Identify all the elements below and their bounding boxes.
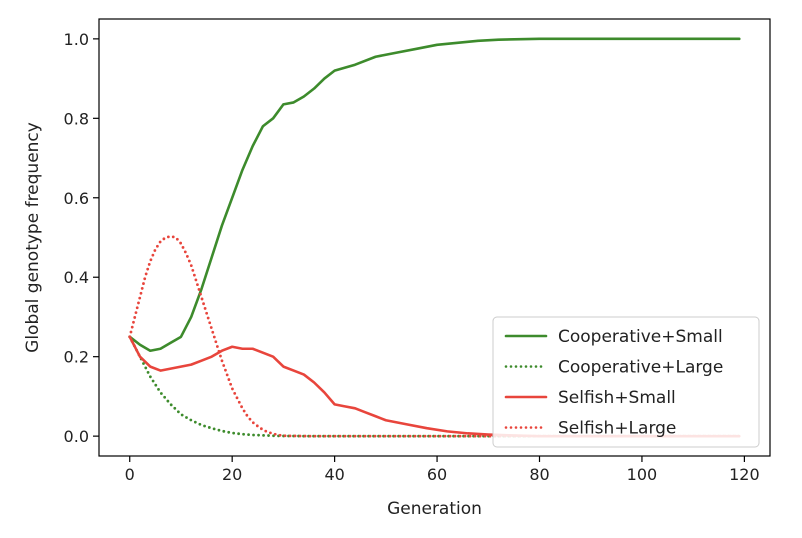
legend[interactable]: Cooperative+Small Cooperative+Large Selfis… — [492, 316, 760, 448]
x-tick-label-2: 40 — [324, 465, 344, 484]
y-tick-label-5: 1.0 — [64, 30, 89, 49]
series-line-0 — [128, 37, 741, 353]
x-tick-label-4: 80 — [529, 465, 549, 484]
x-tick-label-6: 120 — [729, 465, 760, 484]
legend-box — [492, 316, 760, 448]
x-tick-label-3: 60 — [427, 465, 447, 484]
y-tick-label-1: 0.2 — [64, 348, 89, 367]
x-axis-label: Generation — [387, 499, 482, 519]
series-line-3 — [128, 234, 741, 438]
legend-label-0: Cooperative+Small — [558, 327, 723, 347]
ticks-layer: 0 20 40 60 80 100 120 0.0 0.2 0.4 0.6 0.8 1.0 — [64, 30, 760, 484]
x-tick-label-5: 100 — [627, 465, 658, 484]
y-tick-label-4: 0.8 — [64, 109, 89, 128]
y-tick-label-3: 0.6 — [64, 189, 89, 208]
y-tick-label-0: 0.0 — [64, 427, 89, 446]
legend-label-1: Cooperative+Large — [558, 358, 723, 378]
plot-frame — [98, 18, 771, 457]
legend-label-2: Selfish+Small — [558, 388, 676, 408]
x-tick-label-1: 20 — [222, 465, 242, 484]
legend-label-3: Selfish+Large — [558, 419, 676, 439]
series-layer — [128, 37, 741, 438]
y-tick-label-2: 0.4 — [64, 268, 89, 287]
x-tick-label-0: 0 — [125, 465, 135, 484]
series-line-1 — [128, 335, 741, 438]
series-line-2 — [128, 335, 741, 438]
y-axis-label: Global genotype frequency — [23, 122, 43, 353]
